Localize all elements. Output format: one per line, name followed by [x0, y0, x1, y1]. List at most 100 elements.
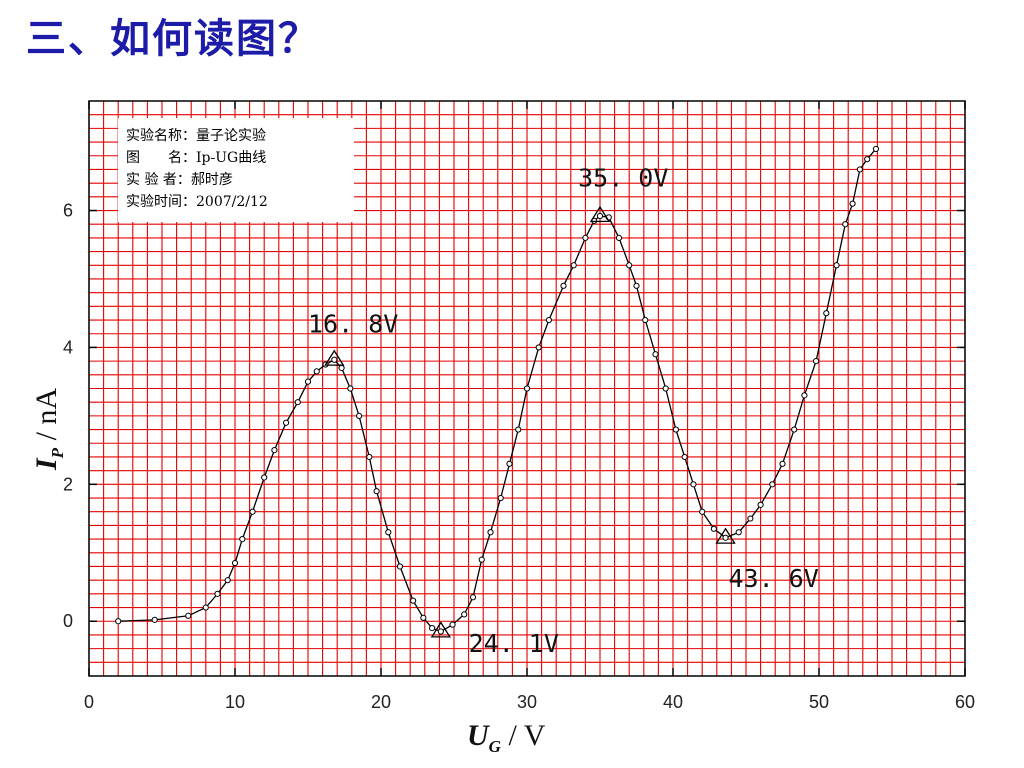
- data-point: [338, 364, 345, 372]
- peak-marker-triangle: [324, 349, 345, 366]
- annotations-layer: 16. 8V 24. 1V 35. 0V 43. 6V: [308, 164, 819, 658]
- data-point: [261, 474, 268, 481]
- slide-title: 三、如何读图？: [26, 16, 320, 62]
- data-point: [812, 358, 820, 365]
- info-box-line: 实验名称：量子论实验: [126, 128, 266, 144]
- data-point: [313, 368, 320, 375]
- y-tick-label: 6: [63, 201, 73, 221]
- y-tick-label: 2: [63, 474, 73, 494]
- data-point: [449, 621, 456, 628]
- ticks-layer: 0 10 20 30 40 50 60 0 2 4 6: [63, 101, 975, 712]
- data-point: [801, 392, 808, 399]
- data-point: [469, 594, 477, 601]
- data-point: [735, 529, 742, 536]
- data-point: [535, 344, 542, 351]
- data-point: [151, 616, 158, 623]
- data-point: [437, 628, 444, 635]
- data-point: [596, 212, 604, 220]
- y-axis-title: IP / nA: [30, 388, 67, 471]
- x-tick-label: 50: [809, 692, 829, 712]
- x-tick-label: 30: [517, 692, 537, 712]
- data-point: [506, 460, 513, 467]
- data-point: [497, 494, 504, 502]
- x-axis-title: UG / V: [467, 719, 546, 756]
- data-point: [366, 453, 373, 461]
- peak-marker-triangle: [715, 527, 736, 544]
- data-point: [224, 577, 231, 584]
- annotation-label: 43. 6V: [728, 564, 818, 593]
- x-tick-label: 10: [225, 692, 245, 712]
- annotation-label: 24. 1V: [469, 629, 559, 658]
- data-point: [757, 501, 764, 508]
- data-point: [478, 556, 485, 563]
- data-point: [523, 385, 531, 392]
- data-point: [615, 234, 623, 242]
- data-point: [231, 559, 239, 567]
- data-point: [249, 508, 256, 515]
- data-point: [396, 563, 404, 570]
- data-point: [385, 529, 392, 536]
- data-point: [582, 234, 589, 242]
- data-point: [849, 200, 856, 207]
- data-point: [652, 351, 659, 358]
- data-point: [347, 385, 354, 392]
- info-box-line: 图 名：Ip-UG曲线: [126, 150, 266, 166]
- annotation-label: 35. 0V: [578, 164, 668, 193]
- data-point: [699, 508, 706, 515]
- data-point: [545, 316, 553, 324]
- y-tick-label: 4: [63, 337, 73, 357]
- data-point: [294, 399, 301, 406]
- peak-marker-triangle: [430, 621, 452, 638]
- data-point: [304, 378, 312, 385]
- y-tick-label: 0: [63, 611, 73, 631]
- data-point: [864, 156, 871, 163]
- axis-titles: UG / V IP / nA: [30, 388, 546, 756]
- annotation-label: 16. 8V: [308, 309, 398, 338]
- data-point: [202, 604, 209, 611]
- data-point: [856, 166, 863, 173]
- data-point: [515, 426, 522, 433]
- data-point: [239, 535, 246, 543]
- data-point: [633, 282, 640, 289]
- data-point: [672, 426, 680, 433]
- data-point: [779, 460, 786, 467]
- info-box-line: 实验时间：2007/2/12: [126, 194, 268, 210]
- data-point: [791, 426, 798, 433]
- data-point: [842, 221, 849, 228]
- data-point: [570, 262, 577, 269]
- data-point: [560, 282, 567, 289]
- data-point: [214, 590, 221, 597]
- data-point: [872, 145, 880, 153]
- x-tick-label: 20: [371, 692, 391, 712]
- data-point: [487, 529, 494, 536]
- x-tick-label: 40: [663, 692, 683, 712]
- data-point: [331, 356, 338, 363]
- data-point: [283, 419, 290, 426]
- data-point: [410, 597, 417, 604]
- data-point: [747, 515, 754, 522]
- x-tick-label: 0: [84, 692, 94, 712]
- data-point: [626, 262, 633, 269]
- data-point: [115, 618, 122, 625]
- data-point: [356, 412, 363, 419]
- data-point: [420, 614, 427, 621]
- data-point: [185, 612, 192, 619]
- data-point: [722, 534, 729, 541]
- ip-ug-curve: [118, 148, 877, 633]
- data-point: [271, 447, 278, 454]
- data-point: [690, 481, 697, 488]
- info-box-line: 实 验 者：郝时彦: [126, 172, 233, 188]
- data-point: [373, 488, 380, 495]
- data-point: [710, 525, 717, 532]
- data-point: [642, 316, 649, 324]
- data-point: [769, 481, 776, 488]
- data-point: [833, 262, 840, 269]
- info-box-background: [118, 118, 354, 222]
- x-tick-label: 60: [955, 692, 975, 712]
- data-point: [823, 310, 830, 317]
- data-point: [662, 385, 669, 392]
- data-point: [429, 624, 436, 632]
- peak-marker-triangle: [589, 205, 611, 223]
